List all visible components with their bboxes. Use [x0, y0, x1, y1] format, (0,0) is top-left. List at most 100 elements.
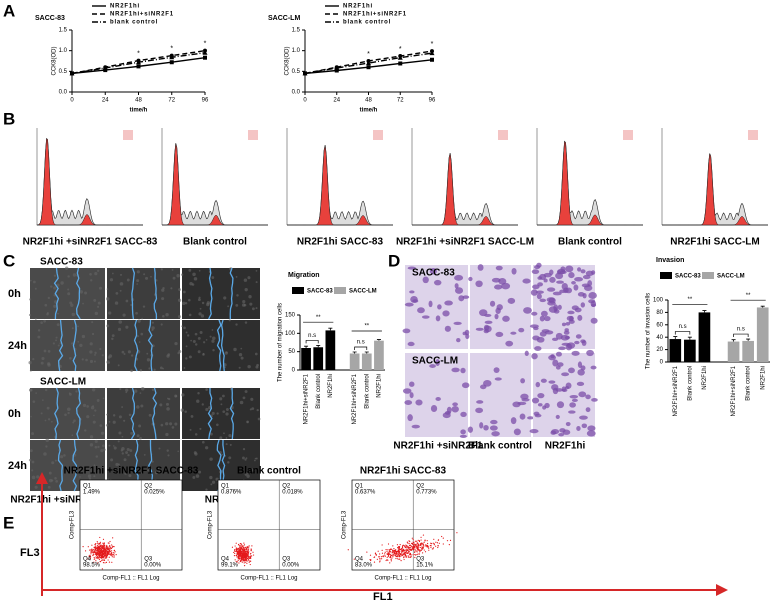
texture	[177, 315, 182, 319]
event-dot	[404, 555, 406, 557]
event-dot	[406, 550, 408, 552]
bar	[361, 353, 372, 370]
texture	[184, 302, 188, 305]
event-dot	[105, 551, 107, 553]
event-dot	[419, 543, 422, 545]
cell	[591, 270, 596, 275]
texture	[136, 283, 138, 285]
event-dot	[108, 549, 110, 551]
texture	[219, 436, 223, 440]
texture	[93, 464, 96, 467]
marker	[136, 59, 141, 65]
event-dot	[398, 558, 400, 560]
texture	[57, 312, 59, 315]
texture	[212, 348, 215, 352]
event-dot	[104, 556, 106, 558]
significance-label: n.s	[679, 324, 687, 330]
texture	[67, 407, 71, 412]
texture	[211, 411, 215, 415]
texture	[200, 314, 205, 318]
event-dot	[231, 546, 234, 548]
y-tick-label: 100	[285, 331, 296, 337]
significance-mark: *	[431, 41, 434, 48]
texture	[202, 352, 205, 355]
event-dot	[380, 556, 383, 558]
axis-title: FL1	[373, 591, 393, 603]
event-dot	[111, 546, 113, 548]
bracket	[305, 340, 319, 344]
marker	[366, 65, 371, 70]
texture	[190, 339, 192, 342]
event-dot	[246, 550, 248, 552]
event-dot	[110, 553, 112, 555]
cell	[575, 334, 582, 339]
error-bar	[304, 345, 309, 348]
texture	[54, 459, 57, 462]
event-dot	[430, 542, 432, 544]
event-dot	[109, 544, 111, 547]
texture	[47, 349, 51, 353]
cell	[536, 293, 542, 300]
event-dot	[244, 551, 246, 553]
texture	[64, 266, 69, 270]
texture	[180, 408, 184, 412]
texture	[113, 446, 117, 450]
quadrant-name: Q2	[416, 484, 425, 490]
event-dot	[234, 559, 236, 561]
event-dot	[106, 550, 108, 552]
event-dot	[249, 553, 252, 555]
quadrant-name: Q2	[144, 484, 153, 490]
texture	[201, 440, 205, 444]
marker	[334, 68, 339, 73]
event-dot	[456, 532, 458, 534]
texture	[49, 478, 53, 483]
panel-label: B	[3, 109, 15, 128]
cell	[451, 367, 460, 373]
texture	[171, 268, 174, 271]
error-bar	[376, 339, 381, 341]
event-dot	[91, 550, 93, 552]
event-dot	[396, 556, 398, 558]
event-dot	[414, 556, 416, 559]
event-dot	[111, 561, 113, 563]
texture	[44, 303, 48, 307]
cell	[532, 284, 540, 290]
quadrant-name: Q1	[83, 484, 92, 490]
cell	[444, 325, 451, 332]
event-dot	[441, 535, 443, 538]
event-dot	[407, 556, 410, 558]
texture	[245, 457, 248, 460]
texture	[151, 460, 154, 463]
texture	[235, 276, 238, 278]
cell	[444, 300, 453, 306]
event-dot	[414, 547, 416, 549]
cell	[468, 276, 473, 282]
cell	[560, 334, 570, 341]
texture	[166, 397, 169, 400]
legend-label: SACC-83	[675, 274, 701, 280]
texture	[195, 474, 200, 478]
marker	[169, 60, 174, 65]
cell	[456, 337, 461, 343]
texture	[246, 474, 250, 478]
cell	[522, 278, 531, 284]
cell	[407, 341, 415, 347]
event-dot	[111, 553, 113, 555]
texture	[194, 433, 198, 436]
x-tick-label: Blank control	[316, 374, 322, 409]
texture	[97, 269, 100, 272]
hist-legend	[748, 130, 758, 140]
event-dot	[409, 544, 411, 546]
event-dot	[235, 542, 237, 544]
wound-edge	[53, 267, 60, 320]
y-tick-label: 150	[285, 313, 296, 319]
texture	[87, 474, 92, 478]
event-dot	[419, 549, 421, 551]
texture	[119, 388, 122, 391]
cell	[402, 388, 412, 394]
event-dot	[250, 555, 252, 557]
cell	[544, 330, 554, 335]
hist-peak	[36, 137, 143, 226]
quadrant-value: 0.025%	[144, 490, 165, 496]
cell	[428, 300, 433, 308]
